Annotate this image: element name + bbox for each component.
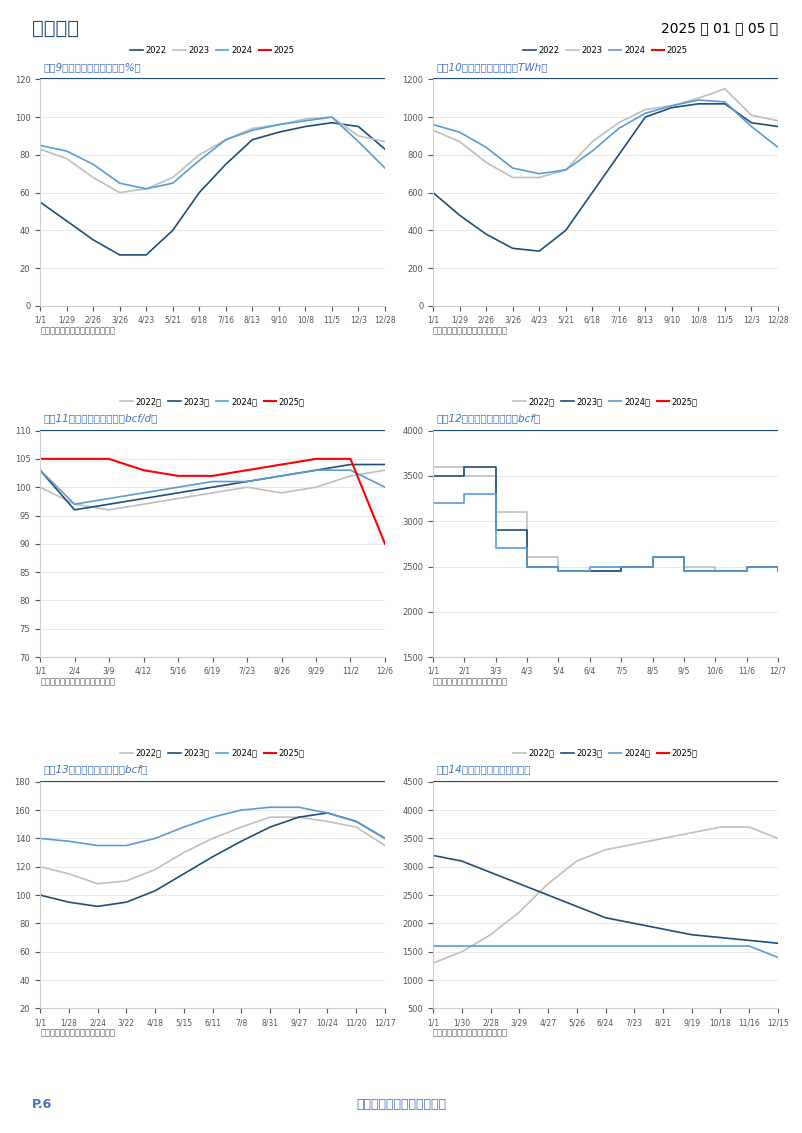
Legend: 2022年, 2023年, 2024年, 2025年: 2022年, 2023年, 2024年, 2025年: [510, 746, 701, 761]
Text: 图表9：欧洲天然气库容率（%）: 图表9：欧洲天然气库容率（%）: [43, 62, 141, 71]
Text: P.6: P.6: [32, 1098, 52, 1111]
Text: 资料来源：彭博、国盛证券研究所: 资料来源：彭博、国盛证券研究所: [40, 1029, 115, 1038]
Text: 请仔细阅读本报告末页声明: 请仔细阅读本报告末页声明: [356, 1098, 446, 1111]
Legend: 2022, 2023, 2024, 2025: 2022, 2023, 2024, 2025: [520, 43, 691, 59]
Text: 资料来源：彭博、国盛证券研究所: 资料来源：彭博、国盛证券研究所: [433, 326, 508, 335]
Legend: 2022, 2023, 2024, 2025: 2022, 2023, 2024, 2025: [128, 43, 298, 59]
Text: 图表13：美国天然气库存（bcf）: 图表13：美国天然气库存（bcf）: [43, 765, 148, 774]
Text: 资料来源：彭博、国盛证券研究所: 资料来源：彭博、国盛证券研究所: [40, 678, 115, 687]
Text: 资料来源：彭博、国盛证券研究所: 资料来源：彭博、国盛证券研究所: [40, 326, 115, 335]
Text: 国盛证券: 国盛证券: [32, 19, 79, 37]
Text: 2025 年 01 月 05 日: 2025 年 01 月 05 日: [661, 22, 778, 35]
Text: 图表12：美国天然气需求（bcf）: 图表12：美国天然气需求（bcf）: [436, 414, 541, 423]
Text: 图表10：欧洲天然气库存（TWh）: 图表10：欧洲天然气库存（TWh）: [436, 62, 548, 71]
Legend: 2022年, 2023年, 2024年, 2025年: 2022年, 2023年, 2024年, 2025年: [117, 394, 308, 410]
Text: 图表11：美国天然气产量（bcf/d）: 图表11：美国天然气产量（bcf/d）: [43, 414, 158, 423]
Legend: 2022年, 2023年, 2024年, 2025年: 2022年, 2023年, 2024年, 2025年: [117, 746, 308, 761]
Text: 图表14：美国天然气钻机（台）: 图表14：美国天然气钻机（台）: [436, 765, 531, 774]
Legend: 2022年, 2023年, 2024年, 2025年: 2022年, 2023年, 2024年, 2025年: [510, 394, 701, 410]
Text: 资料来源：彭博、国盛证券研究所: 资料来源：彭博、国盛证券研究所: [433, 678, 508, 687]
Text: 资料来源：彭博、国盛证券研究所: 资料来源：彭博、国盛证券研究所: [433, 1029, 508, 1038]
